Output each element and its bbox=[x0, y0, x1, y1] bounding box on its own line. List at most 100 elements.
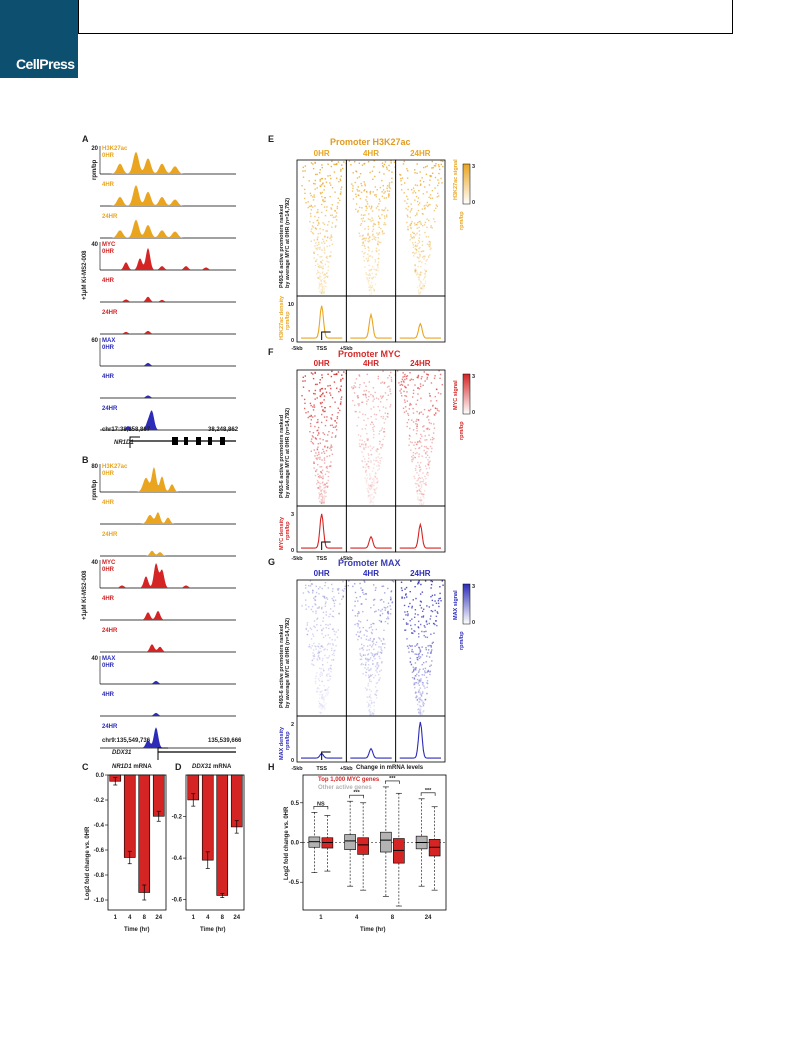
heatmap-cell bbox=[431, 167, 433, 169]
heatmap-cell bbox=[419, 254, 421, 256]
heatmap-cell bbox=[425, 484, 427, 486]
heatmap-cell bbox=[336, 588, 339, 590]
heatmap-cell bbox=[430, 422, 432, 425]
heatmap-cell bbox=[315, 452, 317, 454]
heatmap-cell bbox=[320, 280, 322, 282]
heatmap-cell bbox=[307, 201, 309, 203]
heatmap-cell bbox=[424, 271, 427, 273]
heatmap-cell bbox=[375, 641, 378, 643]
heatmap-cell bbox=[323, 596, 326, 598]
heatmap-cell bbox=[423, 205, 426, 207]
heatmap-cell bbox=[309, 221, 311, 223]
heatmap-cell bbox=[414, 682, 417, 684]
heatmap-cell bbox=[402, 372, 404, 374]
heatmap-cell bbox=[429, 248, 431, 251]
heatmap-cell bbox=[371, 653, 374, 655]
heatmap-cell bbox=[413, 232, 415, 235]
heatmap-cell bbox=[318, 706, 320, 709]
heatmap-cell bbox=[325, 209, 328, 212]
heatmap-cell bbox=[320, 261, 322, 263]
density-tick: 10 bbox=[288, 302, 294, 308]
heatmap-cell bbox=[332, 616, 335, 618]
heatmap-cell bbox=[423, 277, 425, 280]
heatmap-cell bbox=[423, 445, 426, 448]
heatmap-cell bbox=[374, 658, 376, 660]
x-tick-label: 1 bbox=[114, 915, 118, 921]
heatmap-cell bbox=[400, 581, 403, 583]
heatmap-cell bbox=[405, 377, 408, 380]
heatmap-cell bbox=[313, 642, 315, 645]
heatmap-cell bbox=[355, 203, 358, 205]
density-unit: rpm/bp bbox=[285, 521, 291, 540]
heatmap-cell bbox=[377, 234, 379, 236]
heatmap-cell bbox=[408, 438, 411, 440]
heatmap-cell bbox=[419, 292, 422, 295]
heatmap-cell bbox=[321, 376, 323, 379]
heatmap-cell bbox=[367, 438, 369, 440]
heatmap-cell bbox=[368, 286, 370, 288]
heatmap-cell bbox=[343, 161, 345, 163]
heatmap-cell bbox=[419, 711, 422, 713]
heatmap-cell bbox=[419, 649, 421, 651]
heatmap-cell bbox=[422, 180, 425, 183]
heatmap-cell bbox=[304, 165, 307, 167]
heatmap-cell bbox=[311, 663, 313, 665]
heatmap-cell bbox=[387, 602, 390, 604]
heatmap-cell bbox=[365, 463, 368, 465]
heatmap-cell bbox=[415, 269, 417, 272]
heatmap-cell bbox=[373, 648, 375, 651]
heatmap-cell bbox=[320, 498, 322, 501]
heatmap-cell bbox=[373, 459, 375, 462]
heatmap-cell bbox=[375, 473, 377, 475]
heatmap-cell bbox=[383, 223, 385, 226]
heatmap-cell bbox=[400, 177, 402, 180]
heatmap-cell bbox=[368, 676, 371, 678]
heatmap-cell bbox=[413, 235, 415, 238]
heatmap-cell bbox=[380, 621, 383, 623]
bar bbox=[216, 774, 229, 896]
heatmap-cell bbox=[417, 620, 420, 623]
heatmap-cell bbox=[320, 495, 323, 498]
heatmap-cell bbox=[373, 222, 375, 225]
heatmap-cell bbox=[341, 598, 343, 600]
heatmap-cell bbox=[330, 465, 332, 467]
heatmap-cell bbox=[358, 635, 360, 637]
heatmap-cell bbox=[425, 483, 427, 486]
heatmap-cell bbox=[312, 221, 315, 224]
heatmap-cell bbox=[316, 672, 318, 674]
track-scale: 80 bbox=[91, 464, 98, 470]
heatmap-cell bbox=[416, 643, 419, 645]
heatmap-cell bbox=[368, 649, 370, 651]
heatmap-cell bbox=[423, 256, 426, 258]
heatmap-cell bbox=[370, 710, 372, 713]
heatmap-cell bbox=[404, 629, 406, 631]
heatmap-cell bbox=[409, 435, 411, 437]
heatmap-cell bbox=[376, 250, 378, 253]
heatmap-cell bbox=[322, 238, 324, 241]
heatmap-cell bbox=[320, 707, 322, 710]
heatmap-cell bbox=[326, 673, 328, 675]
heatmap-cell bbox=[429, 174, 431, 177]
density-tick: 0 bbox=[291, 338, 294, 344]
heatmap-cell bbox=[430, 615, 432, 617]
heatmap-cell bbox=[357, 210, 359, 212]
heatmap-cell bbox=[418, 503, 421, 505]
heatmap-cell bbox=[338, 592, 340, 595]
heatmap-cell bbox=[340, 398, 342, 400]
heatmap-cell bbox=[318, 241, 320, 243]
heatmap-cell bbox=[367, 460, 369, 462]
heatmap-cell bbox=[368, 627, 371, 629]
heatmap-cell bbox=[411, 419, 413, 421]
heatmap-cell bbox=[414, 264, 416, 266]
heatmap-cell bbox=[375, 194, 377, 196]
heatmap-cell bbox=[417, 485, 420, 487]
heatmap-cell bbox=[422, 608, 425, 611]
heatmap-cell bbox=[318, 656, 320, 659]
heatmap-cell bbox=[377, 461, 379, 463]
heatmap-cell bbox=[386, 606, 389, 608]
bar bbox=[138, 774, 151, 893]
heatmap-cell bbox=[314, 398, 316, 400]
heatmap-cell bbox=[332, 599, 334, 601]
heatmap-cell bbox=[318, 497, 320, 500]
heatmap-cell bbox=[365, 190, 368, 193]
